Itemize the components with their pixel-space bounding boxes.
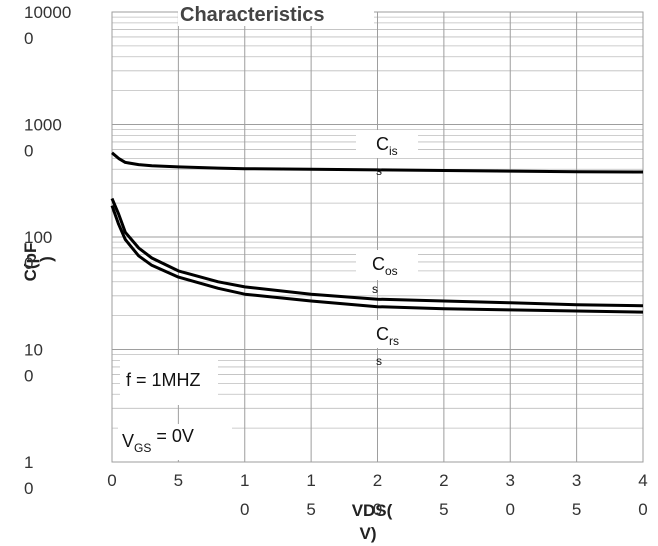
y-tick-label-line2: 0	[24, 479, 33, 498]
y-tick-label: 100	[24, 228, 52, 247]
ciss-label: Cis	[376, 134, 398, 158]
series-layer	[110, 151, 644, 314]
y-axis-title-line2: )	[37, 256, 56, 262]
y-tick-label: 10000	[24, 3, 71, 22]
x-tick-label-line2: 0	[638, 500, 647, 519]
ciss-label-bg	[356, 130, 418, 158]
x-tick-label: 3	[572, 471, 581, 490]
freq-annotation: f = 1MHZ	[126, 370, 201, 390]
ciss-label-tail: s	[376, 164, 382, 178]
y-tick-label: 10	[24, 341, 43, 360]
x-tick-label-line2: 5	[306, 500, 315, 519]
x-tick-label-line2: 5	[572, 500, 581, 519]
x-axis-title-line1: VDS(	[352, 501, 393, 520]
coss-label: Cos	[372, 254, 398, 278]
crss-label-tail: s	[376, 354, 382, 368]
y-axis-title-line1: C(pF	[21, 243, 40, 282]
x-axis-title-line2: V)	[360, 524, 377, 543]
y-tick-label-line2: 0	[24, 29, 33, 48]
y-tick-label: 1000	[24, 116, 62, 135]
x-tick-label: 1	[306, 471, 315, 490]
vgs-annotation: VGS = 0V	[122, 426, 194, 455]
y-tick-label-line2: 0	[24, 367, 33, 386]
x-tick-label: 5	[174, 471, 183, 490]
y-tick-label: 1	[24, 453, 33, 472]
plot-border	[111, 11, 644, 463]
freq-annotation-bg	[120, 355, 218, 405]
y-tick-label-line2: 0	[24, 254, 33, 273]
vgs-annotation-bg	[118, 424, 232, 460]
chart-title: Characteristics	[180, 4, 325, 26]
x-tick-label-line2: 0	[373, 500, 382, 519]
series-line-1	[111, 151, 644, 174]
x-tick-label: 2	[373, 471, 382, 490]
crss-label: Crs	[376, 324, 399, 348]
series-line-3	[110, 205, 644, 314]
crss-label-bg	[356, 320, 418, 348]
x-tick-label-line2: 0	[240, 500, 249, 519]
x-tick-label: 4	[638, 471, 647, 490]
x-tick-label: 1	[240, 471, 249, 490]
x-tick-label: 2	[439, 471, 448, 490]
title-bg	[178, 0, 374, 26]
x-tick-label-line2: 5	[439, 500, 448, 519]
x-tick-label: 3	[506, 471, 515, 490]
x-tick-label-line2: 0	[506, 500, 515, 519]
coss-label-tail: s	[372, 282, 378, 296]
coss-label-bg	[356, 250, 418, 280]
series-line-2	[110, 197, 644, 308]
y-tick-label-line2: 0	[24, 142, 33, 161]
x-tick-label: 0	[107, 471, 116, 490]
